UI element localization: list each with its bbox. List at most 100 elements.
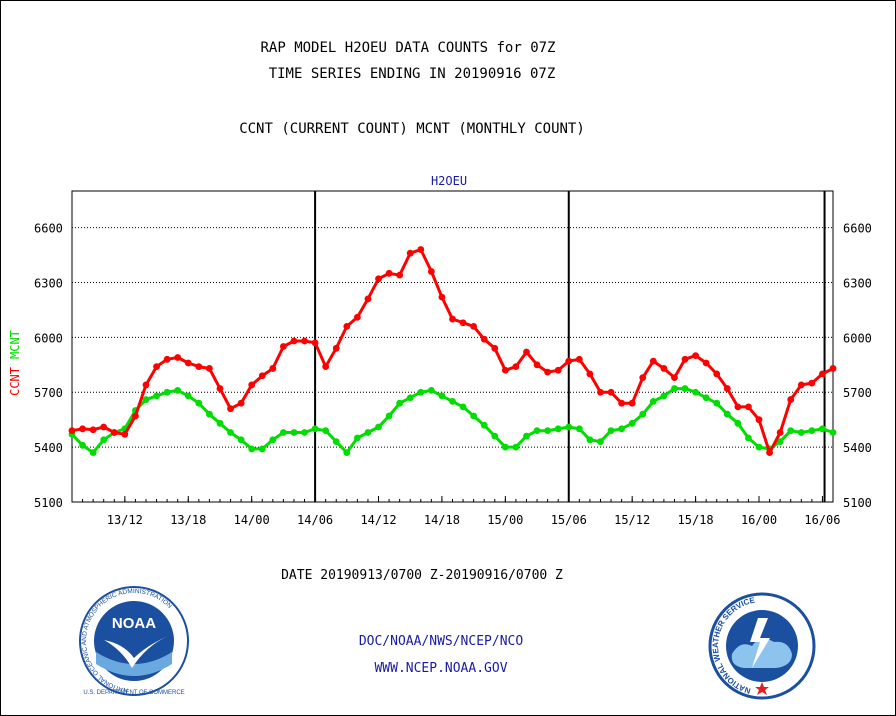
data-point-mcnt	[501, 443, 509, 451]
data-point-mcnt	[195, 399, 203, 407]
data-point-mcnt	[227, 429, 234, 436]
data-point-ccnt	[449, 315, 456, 323]
data-point-ccnt	[723, 385, 731, 392]
data-point-ccnt	[470, 322, 478, 330]
noaa-logo: NOAA NATIONAL OCEANIC AND ATMOSPHERIC AD…	[79, 586, 189, 696]
data-point-ccnt	[417, 246, 425, 253]
noaa-logo-bottom-text: U.S. DEPARTMENT OF COMMERCE	[83, 690, 184, 696]
y-tick-label-right: 5700	[843, 386, 872, 400]
data-point-ccnt	[68, 427, 76, 435]
data-point-ccnt	[195, 363, 203, 371]
data-point-mcnt	[808, 427, 816, 435]
data-point-mcnt	[723, 410, 731, 418]
y-tick-label-left: 6000	[34, 331, 63, 345]
data-point-mcnt	[269, 436, 277, 444]
data-point-ccnt	[501, 366, 509, 374]
footer-website[interactable]: WWW.NCEP.NOAA.GOV	[374, 661, 507, 676]
data-point-ccnt	[586, 370, 594, 378]
data-point-ccnt	[671, 374, 678, 381]
data-point-mcnt	[353, 434, 361, 442]
chart-title-line-1: RAP MODEL H2OEU DATA COUNTS for 07Z	[260, 40, 555, 56]
data-point-ccnt	[385, 269, 393, 277]
data-point-mcnt	[153, 392, 160, 400]
data-point-ccnt	[121, 430, 129, 438]
data-point-mcnt	[692, 388, 699, 396]
data-point-ccnt	[206, 365, 213, 372]
data-point-mcnt	[364, 429, 372, 436]
data-point-ccnt	[269, 365, 277, 372]
data-point-ccnt	[332, 344, 340, 352]
data-point-ccnt	[575, 355, 583, 363]
data-point-ccnt	[343, 322, 351, 330]
footer-org-path: DOC/NOAA/NWS/NCEP/NCO	[359, 634, 524, 649]
x-tick-label: 16/00	[741, 513, 777, 527]
data-point-ccnt	[79, 425, 86, 433]
data-point-ccnt	[311, 339, 319, 347]
data-point-ccnt	[681, 355, 689, 363]
data-point-mcnt	[449, 397, 456, 405]
x-tick-label: 15/06	[551, 513, 587, 527]
data-point-ccnt	[322, 363, 330, 371]
x-tick-label: 15/18	[678, 513, 714, 527]
star-icon	[755, 682, 769, 695]
data-point-ccnt	[607, 388, 615, 396]
data-point-mcnt	[639, 410, 647, 418]
data-point-ccnt	[290, 337, 298, 345]
data-point-ccnt	[565, 357, 573, 365]
y-tick-label-left: 6300	[34, 276, 63, 290]
x-tick-label: 14/18	[424, 513, 460, 527]
data-point-mcnt	[681, 385, 689, 392]
data-point-mcnt	[787, 427, 795, 435]
data-point-ccnt	[734, 403, 742, 411]
data-point-mcnt	[713, 399, 721, 407]
data-point-mcnt	[163, 388, 171, 396]
data-point-ccnt	[829, 365, 837, 372]
data-point-mcnt	[184, 392, 192, 400]
data-point-mcnt	[829, 429, 837, 436]
y-tick-label-left: 5700	[34, 386, 63, 400]
data-point-mcnt	[586, 436, 594, 444]
data-point-mcnt	[745, 434, 752, 442]
data-point-ccnt	[618, 399, 626, 407]
y-tick-label-left: 5100	[34, 496, 63, 510]
plot-area: 5100 5100 5400 5400 5700 5700 6000 6000 6300 6300…	[34, 190, 872, 527]
data-point-mcnt	[565, 423, 573, 431]
y-axis-label-ccnt: CCNT	[8, 367, 22, 396]
data-point-ccnt	[523, 348, 530, 356]
data-point-ccnt	[142, 381, 150, 389]
data-point-mcnt	[216, 419, 224, 427]
data-point-ccnt	[184, 359, 192, 367]
data-point-ccnt	[797, 381, 805, 389]
data-point-mcnt	[311, 425, 319, 433]
data-point-mcnt	[660, 392, 668, 400]
nws-logo: NATIONAL WEATHER SERVICE	[708, 592, 816, 700]
data-point-ccnt	[216, 385, 224, 392]
data-point-mcnt	[237, 436, 245, 444]
y-tick-label-right: 6300	[843, 276, 872, 290]
y-tick-label-right: 5400	[843, 441, 872, 455]
data-point-ccnt	[660, 365, 668, 372]
y-axis-label-mcnt: MCNT	[8, 330, 22, 359]
data-point-ccnt	[755, 416, 763, 424]
data-point-mcnt	[797, 429, 805, 436]
x-tick-label: 14/00	[234, 513, 270, 527]
data-point-ccnt	[100, 423, 108, 431]
data-point-ccnt	[110, 429, 118, 436]
data-point-mcnt	[819, 425, 826, 433]
data-point-mcnt	[671, 385, 678, 392]
data-point-mcnt	[142, 396, 150, 403]
data-point-mcnt	[174, 387, 182, 394]
data-point-mcnt	[438, 392, 446, 400]
data-point-ccnt	[459, 319, 467, 327]
data-point-mcnt	[470, 412, 478, 420]
data-point-ccnt	[808, 379, 816, 387]
data-point-mcnt	[406, 394, 414, 402]
data-point-ccnt	[89, 426, 97, 434]
noaa-logo-wordmark: NOAA	[112, 615, 156, 632]
data-point-mcnt	[258, 445, 266, 453]
data-point-mcnt	[290, 429, 298, 436]
panel-label: H2OEU	[431, 174, 467, 188]
data-point-mcnt	[332, 438, 340, 446]
data-point-mcnt	[512, 443, 520, 451]
data-point-mcnt	[459, 403, 467, 411]
